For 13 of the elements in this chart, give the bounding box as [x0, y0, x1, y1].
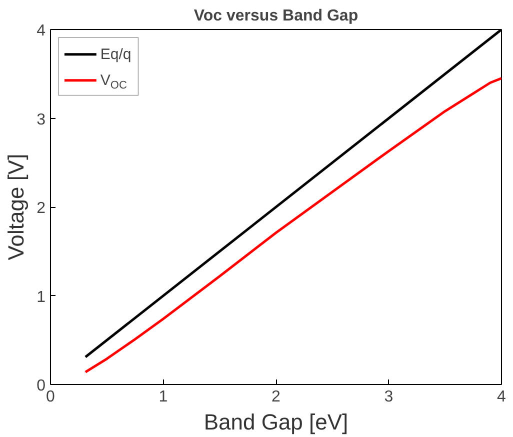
x-tick-label: 4	[497, 388, 506, 406]
x-tick-label: 2	[272, 388, 281, 406]
y-tick-label: 1	[36, 288, 46, 306]
x-tick-label: 1	[158, 388, 168, 406]
x-axis-title: Band Gap [eV]	[204, 410, 348, 434]
legend-label: Eq/q	[100, 46, 132, 63]
y-tick-label: 2	[36, 200, 46, 217]
y-axis-title: Voltage [V]	[4, 154, 29, 260]
x-tick-label: 3	[384, 388, 394, 406]
chart-title: Voc versus Band Gap	[194, 8, 358, 24]
y-tick-label: 0	[36, 378, 46, 394]
y-tick-label: 3	[36, 111, 46, 128]
y-tick-label: 4	[36, 22, 46, 40]
